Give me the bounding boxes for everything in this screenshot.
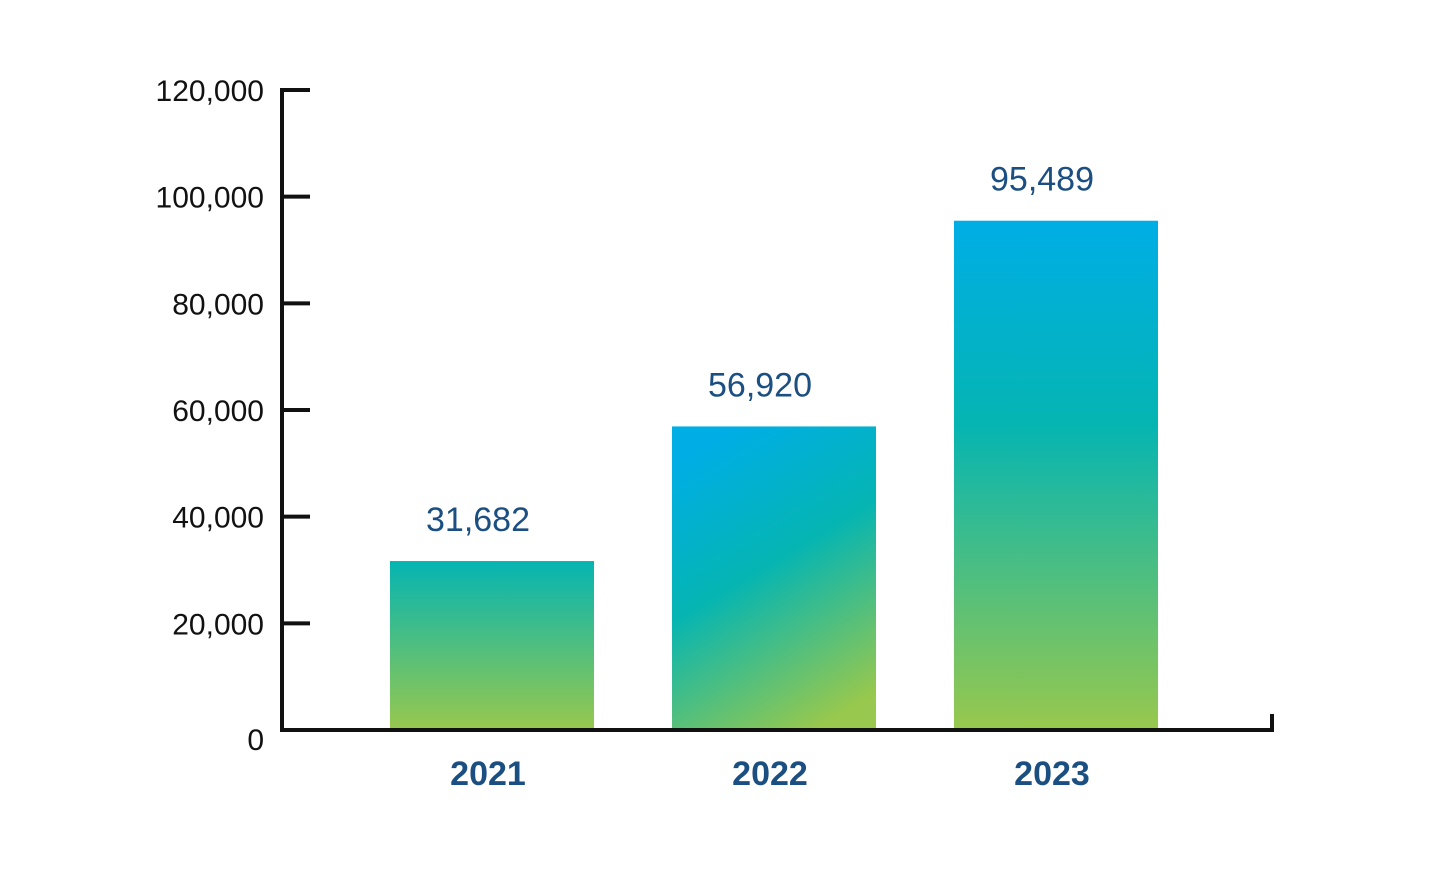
x-category-label: 2022	[732, 755, 808, 793]
x-axis-category-labels: 2021 2022 2023	[450, 755, 1090, 793]
bar-value-label: 31,682	[426, 501, 530, 539]
y-tick-label: 60,000	[172, 395, 264, 428]
bar-2022	[672, 426, 876, 730]
y-tick-label: 40,000	[172, 502, 264, 535]
bar-value-labels: 31,682 56,920 95,489	[426, 161, 1094, 539]
bar-series	[390, 220, 1158, 730]
y-tick-label: 20,000	[172, 608, 264, 641]
y-axis-ticks	[282, 88, 310, 626]
y-tick-label: 80,000	[172, 288, 264, 321]
x-category-label: 2023	[1014, 755, 1090, 793]
bar-value-label: 56,920	[708, 366, 812, 404]
bar-2021	[390, 561, 594, 730]
bar-value-label: 95,489	[990, 161, 1094, 199]
y-tick-label: 100,000	[156, 182, 264, 215]
bar-2023	[954, 220, 1158, 730]
y-axis-tick-labels: 0 20,000 40,000 60,000 80,000 100,000 120,000	[156, 75, 264, 757]
y-tick-label: 0	[247, 724, 264, 757]
x-category-label: 2021	[450, 755, 526, 793]
y-tick-label: 120,000	[156, 75, 264, 108]
